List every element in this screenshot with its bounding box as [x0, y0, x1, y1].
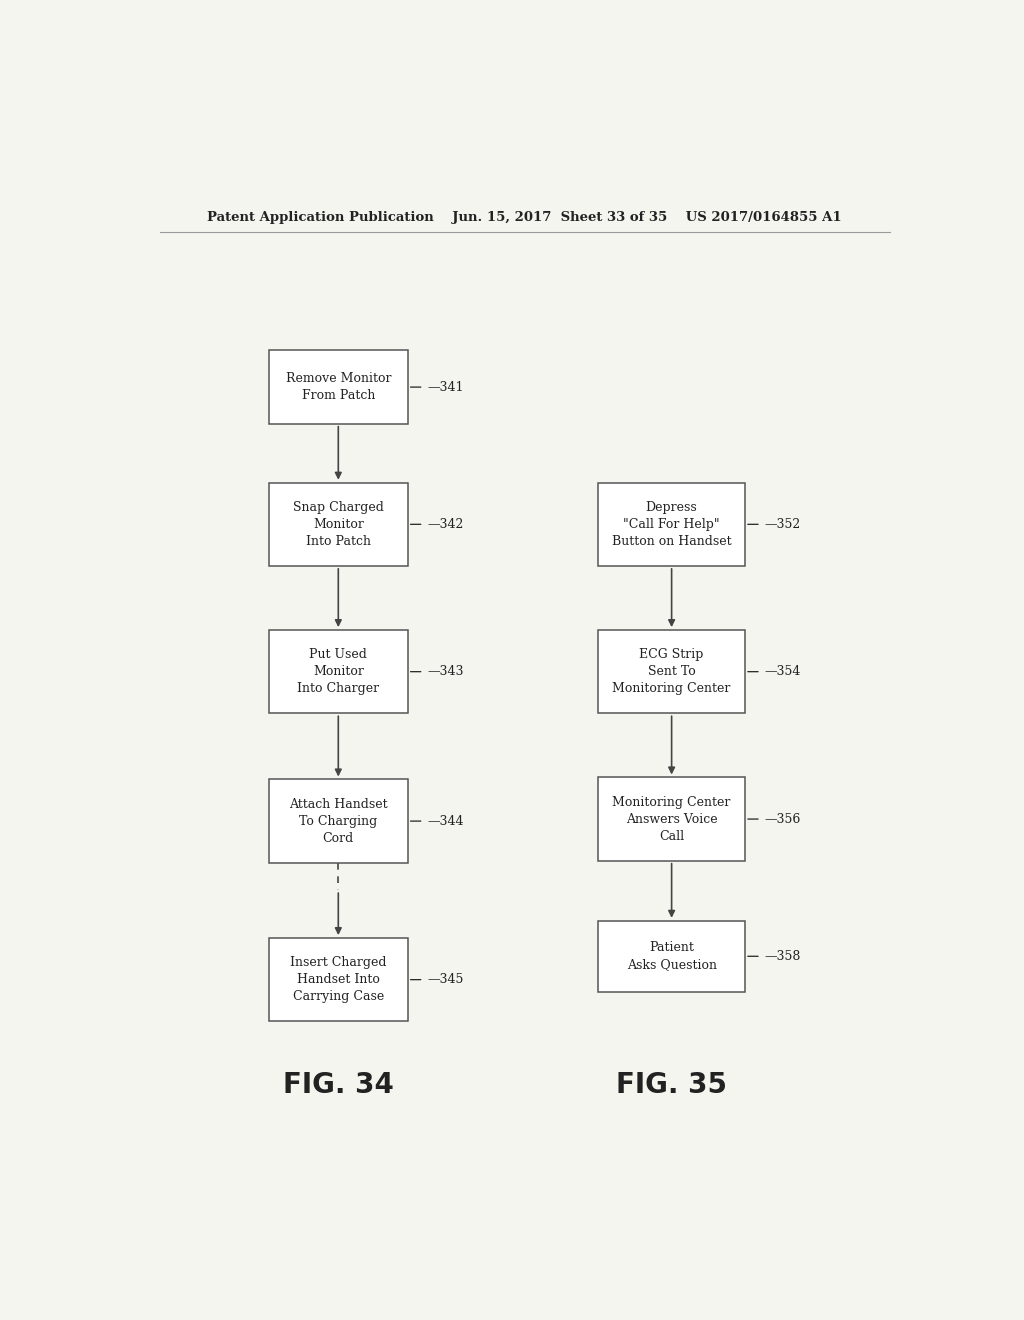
Text: Put Used
Monitor
Into Charger: Put Used Monitor Into Charger	[297, 648, 379, 696]
Text: Monitoring Center
Answers Voice
Call: Monitoring Center Answers Voice Call	[612, 796, 731, 842]
Text: —345: —345	[428, 973, 464, 986]
FancyBboxPatch shape	[269, 483, 408, 566]
FancyBboxPatch shape	[269, 779, 408, 863]
FancyBboxPatch shape	[598, 630, 745, 713]
Text: —341: —341	[428, 380, 464, 393]
FancyBboxPatch shape	[598, 921, 745, 991]
Text: Depress
"Call For Help"
Button on Handset: Depress "Call For Help" Button on Handse…	[611, 500, 731, 548]
Text: FIG. 35: FIG. 35	[616, 1072, 727, 1100]
Text: Patient
Asks Question: Patient Asks Question	[627, 941, 717, 972]
FancyBboxPatch shape	[269, 630, 408, 713]
Text: —358: —358	[765, 950, 801, 962]
FancyBboxPatch shape	[269, 939, 408, 1022]
Text: —342: —342	[428, 517, 464, 531]
Text: Patent Application Publication    Jun. 15, 2017  Sheet 33 of 35    US 2017/01648: Patent Application Publication Jun. 15, …	[208, 211, 842, 224]
FancyBboxPatch shape	[598, 483, 745, 566]
Text: —356: —356	[765, 813, 801, 825]
FancyBboxPatch shape	[598, 777, 745, 861]
Text: Insert Charged
Handset Into
Carrying Case: Insert Charged Handset Into Carrying Cas…	[290, 956, 386, 1003]
Text: FIG. 34: FIG. 34	[283, 1072, 394, 1100]
Text: —352: —352	[765, 517, 801, 531]
Text: —344: —344	[428, 814, 464, 828]
Text: —343: —343	[428, 665, 464, 678]
Text: Remove Monitor
From Patch: Remove Monitor From Patch	[286, 372, 391, 403]
FancyBboxPatch shape	[269, 351, 408, 424]
Text: Snap Charged
Monitor
Into Patch: Snap Charged Monitor Into Patch	[293, 500, 384, 548]
Text: ECG Strip
Sent To
Monitoring Center: ECG Strip Sent To Monitoring Center	[612, 648, 731, 696]
Text: —354: —354	[765, 665, 801, 678]
Text: Attach Handset
To Charging
Cord: Attach Handset To Charging Cord	[289, 797, 388, 845]
